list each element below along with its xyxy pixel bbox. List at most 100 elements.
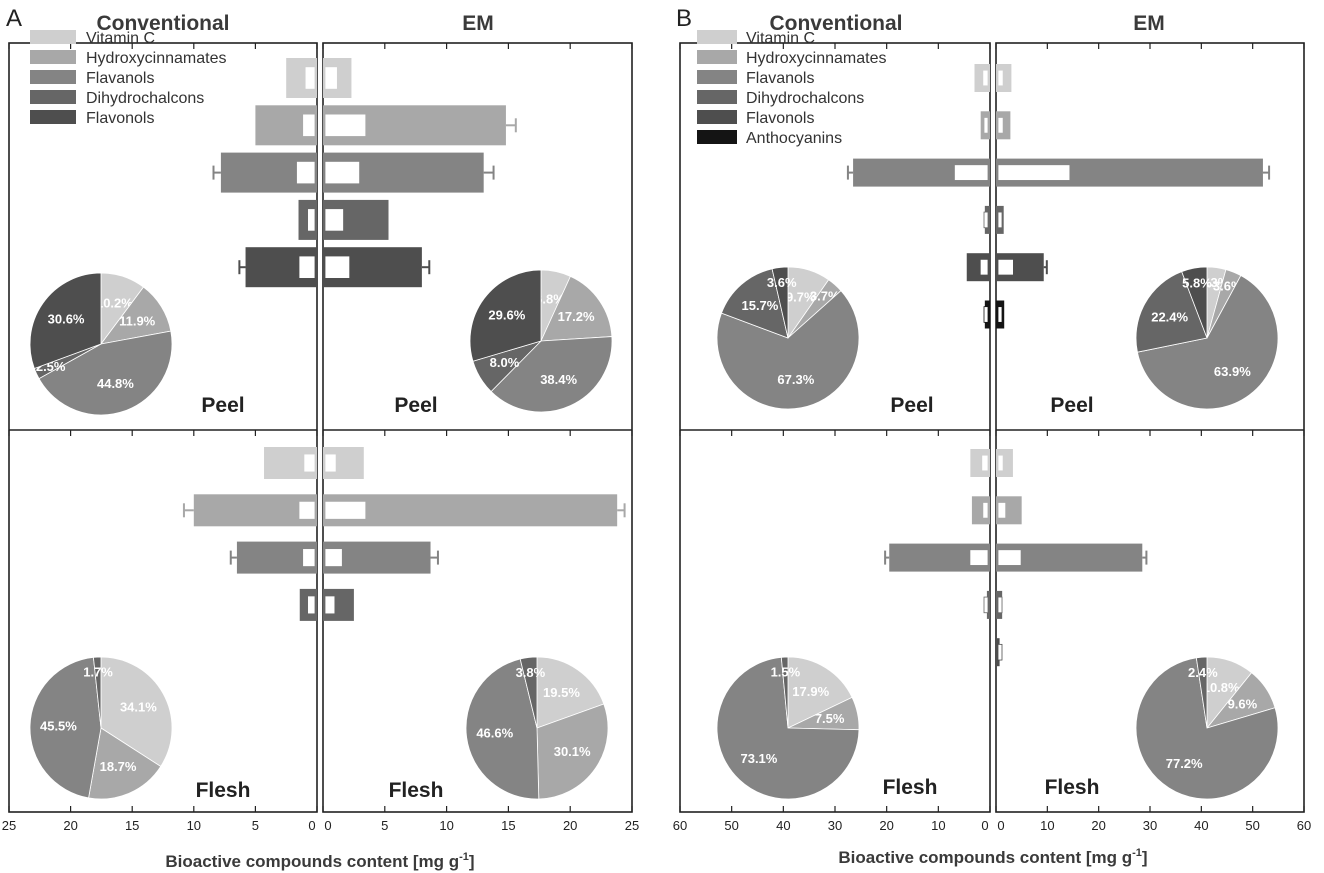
tick-label: 60 <box>1297 818 1311 833</box>
pie-slice <box>1195 656 1208 729</box>
bar-free-fraction <box>983 306 989 323</box>
bar-free-fraction <box>997 69 1004 87</box>
pie-label: 3.6% <box>767 275 797 290</box>
legend-entry: Anthocyanins <box>746 130 842 147</box>
pie-slice <box>92 656 102 729</box>
legend-swatch <box>30 50 76 64</box>
pie-label: 10.8% <box>1203 680 1240 695</box>
pie-label: 67.3% <box>777 372 814 387</box>
tick-label: 20 <box>879 818 893 833</box>
tick-label: 5 <box>252 818 259 833</box>
bar-free-fraction <box>324 500 367 520</box>
pie-slice <box>465 658 540 800</box>
legend-swatch <box>697 130 737 144</box>
legend-entry: Flavonols <box>746 110 814 127</box>
region-label: Flesh <box>196 779 251 802</box>
bar-free-fraction <box>997 306 1003 323</box>
tick-label: 50 <box>1245 818 1259 833</box>
pie-label: 2.4% <box>1188 665 1218 680</box>
region-label: Flesh <box>389 779 444 802</box>
tick-label: 10 <box>187 818 201 833</box>
tick-label: 30 <box>1143 818 1157 833</box>
bar-free-fraction <box>324 453 337 473</box>
tick-label: 50 <box>724 818 738 833</box>
bar-free-fraction <box>324 208 344 232</box>
pie-label: 3.8% <box>516 665 546 680</box>
pie-label: 1.7% <box>83 665 113 680</box>
pie-label: 44.8% <box>97 376 134 391</box>
bar-conventional <box>193 494 317 527</box>
bar-free-fraction <box>982 502 989 519</box>
pie-label: 45.5% <box>40 719 77 734</box>
region-label: Flesh <box>1045 776 1100 799</box>
panel-label: B <box>676 5 692 32</box>
bar-free-fraction <box>324 255 351 279</box>
legend-swatch <box>697 70 737 84</box>
x-axis-label: Bioactive compounds content [mg g-1] <box>165 851 474 871</box>
pie-slice <box>490 336 613 413</box>
legend-entry: Vitamin C <box>746 30 815 47</box>
tick-label: 60 <box>673 818 687 833</box>
region-label: Flesh <box>883 776 938 799</box>
pie-label: 77.2% <box>1166 756 1203 771</box>
tick-label: 20 <box>63 818 77 833</box>
bar-free-fraction <box>298 500 316 520</box>
pie-label: 15.7% <box>741 298 778 313</box>
pie-slice <box>1136 275 1279 410</box>
tick-label: 10 <box>439 818 453 833</box>
bar-free-fraction <box>997 117 1004 134</box>
legend-swatch <box>697 90 737 104</box>
tick-label: 40 <box>1194 818 1208 833</box>
pie-label: 29.6% <box>488 308 525 323</box>
pie-slice <box>1135 657 1279 800</box>
legend-swatch <box>697 30 737 44</box>
pie-slice <box>519 656 538 729</box>
pie-label: 10.2% <box>96 296 133 311</box>
bar-free-fraction <box>982 69 989 87</box>
pie-label: 34.1% <box>120 700 157 715</box>
pie-slice <box>720 268 789 339</box>
x-axis-label: Bioactive compounds content [mg g-1] <box>838 847 1147 867</box>
tick-label: 0 <box>324 818 331 833</box>
tick-label: 10 <box>1040 818 1054 833</box>
panel-a: A Conventional EM Bioactive compounds co… <box>2 5 639 871</box>
tick-label: 15 <box>125 818 139 833</box>
pie-label: 11.9% <box>119 314 156 329</box>
legend-swatch <box>30 30 76 44</box>
pie-label: 1.5% <box>771 665 801 680</box>
pie-slice <box>771 266 789 339</box>
legend-entry: Dihydrochalcons <box>746 90 864 107</box>
legend-entry: Dihydrochalcons <box>86 90 204 107</box>
pie-slice <box>780 656 789 729</box>
tick-label: 0 <box>981 818 988 833</box>
pie-label: 73.1% <box>740 751 777 766</box>
legend-swatch <box>30 90 76 104</box>
bar-free-fraction <box>979 258 989 276</box>
pie-slice <box>716 290 860 410</box>
pie-slice <box>469 269 542 362</box>
bar-free-fraction <box>983 211 989 229</box>
pie-label: 7.5% <box>815 711 845 726</box>
pie-slice <box>1181 266 1208 339</box>
legend-swatch <box>30 70 76 84</box>
pie-label: 30.6% <box>48 312 85 327</box>
tick-label: 25 <box>2 818 16 833</box>
tick-label: 20 <box>563 818 577 833</box>
pie-slice <box>88 727 162 800</box>
pie-label: 22.4% <box>1151 309 1188 324</box>
pie-label: 9.6% <box>1228 696 1258 711</box>
region-label: Peel <box>890 394 933 417</box>
pie-label: 5.8% <box>1182 276 1212 291</box>
pie-slice <box>29 656 102 799</box>
pie-label: 17.2% <box>558 309 595 324</box>
pie-slice <box>540 275 613 342</box>
pie-slice <box>716 656 860 800</box>
bar-free-fraction <box>997 211 1003 229</box>
legend-swatch <box>30 110 76 124</box>
tick-label: 10 <box>931 818 945 833</box>
pie-label: 9.7% <box>786 289 816 304</box>
left-title: Conventional <box>769 12 902 35</box>
panel-label: A <box>6 5 22 32</box>
tick-label: 20 <box>1091 818 1105 833</box>
